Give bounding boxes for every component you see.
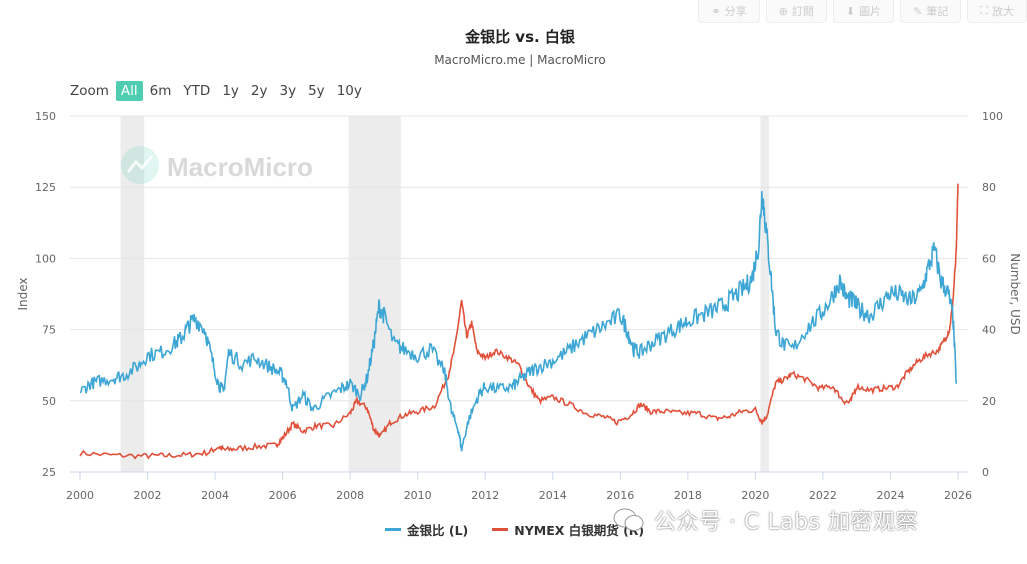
zoom-button-10y[interactable]: 10y	[336, 83, 362, 99]
x-tick-label-2018: 2018	[674, 489, 702, 502]
x-tick-label-2022: 2022	[809, 489, 837, 502]
zoom-button-2y[interactable]: 2y	[250, 83, 268, 99]
macromicro-logo-mark	[126, 155, 154, 173]
chart-title: 金银比 vs. 白银	[465, 28, 575, 46]
share-icon: ⚭	[711, 4, 721, 18]
right-tick-label-40: 40	[982, 324, 996, 337]
zoom-label: Zoom	[70, 83, 109, 99]
pencil-icon: ✎	[913, 4, 923, 18]
download-icon: ⬇	[845, 4, 856, 18]
note-label: 筆記	[926, 5, 949, 18]
zoom-button-3y[interactable]: 3y	[279, 83, 297, 99]
left-axis-ticks: 25 50 75 100 125 150	[35, 110, 56, 479]
macromicro-watermark-text: MacroMicro	[167, 152, 313, 182]
right-axis-ticks: 0 20 40 60 80 100	[982, 110, 1003, 479]
recession-band-2	[760, 116, 769, 472]
right-axis-label: Number, USD	[1008, 253, 1022, 334]
x-tick-label-2014: 2014	[539, 489, 567, 502]
expand-icon: ⛶	[980, 4, 988, 17]
legend-item-gold-silver-ratio[interactable]: 金银比 (L)	[385, 520, 468, 539]
chart-legend: 金银比 (L) NYMEX 白银期货 (R)	[385, 520, 644, 539]
legend-label-gold-silver-ratio: 金银比 (L)	[407, 523, 469, 538]
x-tick-label-2004: 2004	[201, 489, 229, 502]
zoom-button-1y[interactable]: 1y	[222, 83, 239, 99]
x-axis-ticks: 2000 2002 2004 2006 2008 2010 2012 2014 2016 2018…	[66, 472, 972, 502]
right-tick-label-20: 20	[982, 395, 996, 408]
share-button[interactable]: ⚭ 分享	[698, 0, 760, 23]
series-line-silver[interactable]	[79, 183, 959, 460]
recession-band-1	[348, 116, 401, 472]
left-tick-label-100: 100	[35, 252, 56, 265]
zoom-range-selector: Zoom All 6m YTD 1y 2y 3y 5y 10y	[70, 81, 368, 101]
chart-subtitle: MacroMicro.me | MacroMicro	[434, 53, 606, 67]
zoom-button-all[interactable]: All	[115, 81, 143, 101]
x-tick-label-2026: 2026	[944, 489, 972, 502]
x-tick-label-2002: 2002	[134, 489, 162, 502]
x-tick-label-2024: 2024	[876, 489, 904, 502]
x-tick-label-2016: 2016	[606, 489, 634, 502]
share-label: 分享	[724, 5, 747, 18]
subscribe-label: 訂閱	[791, 5, 814, 18]
gridlines	[70, 115, 968, 402]
x-tick-label-2006: 2006	[269, 489, 297, 502]
expand-button[interactable]: ⛶ 放大	[967, 0, 1027, 23]
image-label: 圖片	[859, 5, 882, 18]
expand-label: 放大	[992, 5, 1014, 18]
left-axis-label: Index	[16, 277, 30, 310]
left-tick-label-150: 150	[35, 110, 56, 123]
legend-swatch-gold-silver-ratio	[385, 528, 401, 531]
wechat-watermark-text: 公众号 · C Labs 加密观察	[654, 510, 918, 535]
x-tick-label-2012: 2012	[471, 489, 499, 502]
left-tick-label-75: 75	[42, 324, 56, 337]
recession-bands	[120, 116, 769, 472]
right-tick-label-0: 0	[982, 466, 989, 479]
left-tick-label-25: 25	[42, 466, 56, 479]
zoom-button-6m[interactable]: 6m	[149, 83, 172, 99]
macromicro-watermark: MacroMicro	[121, 146, 313, 184]
x-tick-label-2010: 2010	[404, 489, 432, 502]
note-button[interactable]: ✎ 筆記	[900, 0, 962, 23]
legend-label-silver: NYMEX 白银期货 (R)	[514, 523, 645, 538]
x-tick-label-2000: 2000	[66, 489, 94, 502]
right-tick-label-80: 80	[982, 181, 996, 194]
zoom-button-5y[interactable]: 5y	[308, 83, 325, 99]
subscribe-button[interactable]: ⊕ 訂閱	[765, 0, 827, 23]
x-tick-label-2020: 2020	[741, 489, 769, 502]
series-line-gold-silver-ratio[interactable]	[79, 191, 958, 452]
image-button[interactable]: ⬇ 圖片	[832, 0, 895, 23]
wechat-icon	[613, 508, 644, 531]
wechat-watermark: 公众号 · C Labs 加密观察	[612, 504, 918, 536]
right-tick-label-60: 60	[982, 252, 996, 265]
legend-item-silver[interactable]: NYMEX 白银期货 (R)	[492, 520, 644, 539]
zoom-button-ytd[interactable]: YTD	[183, 83, 211, 99]
plus-circle-icon: ⊕	[778, 4, 788, 18]
recession-band-0	[120, 116, 145, 472]
chart-toolbar: ⚭ 分享 ⊕ 訂閱 ⬇ 圖片 ✎ 筆記 ⛶ 放大	[698, 0, 1027, 23]
legend-swatch-silver	[492, 528, 509, 531]
right-tick-label-100: 100	[982, 110, 1003, 123]
left-tick-label-125: 125	[35, 181, 56, 194]
x-tick-label-2008: 2008	[336, 489, 364, 502]
left-tick-label-50: 50	[42, 395, 56, 408]
